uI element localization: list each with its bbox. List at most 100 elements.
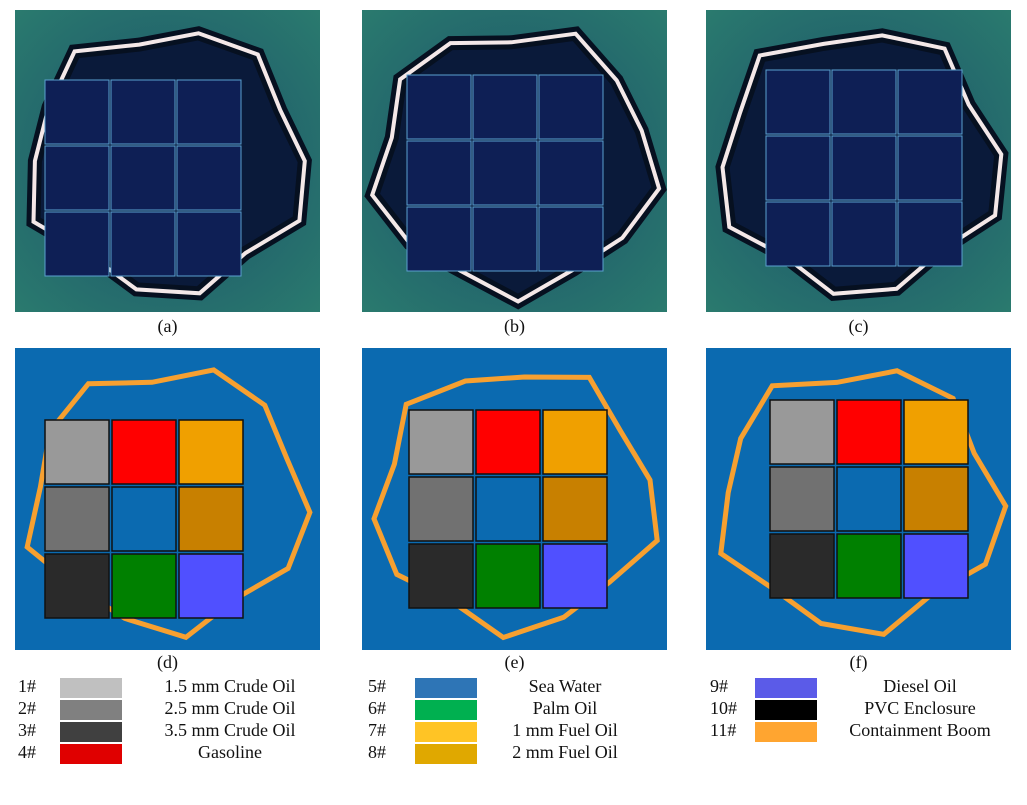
segmentation-panel: (e) [362,348,667,673]
enclosure-cell [45,80,109,144]
oil-cell [45,420,109,484]
caption: (f) [850,652,868,673]
enclosure-cell [473,207,537,271]
legend-entry: 2# 2.5 mm Crude Oil [18,698,296,720]
oil-cell [179,420,243,484]
figure: (a) (d) (b) (e) (c) (f) 1#1.5 mm Crude Oil2# 2.… [0,0,1027,800]
oil-cell [837,534,901,598]
segmentation-panel: (d) [15,348,320,673]
oil-cell [409,544,473,608]
legend-label: PVC Enclosure [864,698,976,718]
oil-cell [543,477,607,541]
legend-swatch [60,678,122,698]
oil-cell [837,467,901,531]
enclosure-cell [539,75,603,139]
oil-cell [904,534,968,598]
legend-number: 4# [18,742,36,762]
legend-swatch [60,744,122,764]
legend-swatch [60,722,122,742]
oil-cell [476,544,540,608]
legend-entry: 11#Containment Boom [710,720,991,742]
oil-cell [837,400,901,464]
enclosure-cell [766,202,830,266]
oil-cell [770,467,834,531]
oil-cell [112,487,176,551]
oil-cell [904,400,968,464]
oil-cell [409,410,473,474]
oil-cell [45,487,109,551]
enclosure-cell [473,141,537,205]
oil-cell [409,477,473,541]
legend-swatch [755,700,817,720]
legend-number: 9# [710,676,728,696]
enclosure-cell [177,146,241,210]
caption: (c) [849,316,869,337]
caption: (d) [157,652,178,673]
enclosure-cell [898,70,962,134]
enclosure-cell [111,146,175,210]
legend-entry: 4# Gasoline [18,742,262,764]
legend-swatch [415,678,477,698]
oil-cell [770,534,834,598]
legend-entry: 5#Sea Water [368,676,601,698]
enclosure-cell [766,70,830,134]
caption: (e) [505,652,525,673]
legend-number: 7# [368,720,386,740]
oil-cell [45,554,109,618]
legend-entry: 7# 1 mm Fuel Oil [368,720,618,742]
oil-cell [543,410,607,474]
caption: (a) [158,316,178,337]
legend-entry: 3# 3.5 mm Crude Oil [18,720,296,742]
legend-swatch [755,722,817,742]
legend-swatch [415,722,477,742]
enclosure-cell [111,80,175,144]
legend-number: 6# [368,698,386,718]
legend-swatch [755,678,817,698]
legend-entry: 9# Diesel Oil [710,676,957,698]
legend-number: 11# [710,720,736,740]
legend-number: 3# [18,720,36,740]
enclosure-cell [45,212,109,276]
oil-cell [543,544,607,608]
legend-label: Palm Oil [533,698,598,718]
enclosure-cell [407,207,471,271]
enclosure-cell [473,75,537,139]
legend-label: 3.5 mm Crude Oil [165,720,296,740]
legend-entry: 10# PVC Enclosure [710,698,976,720]
oil-cell [476,477,540,541]
legend-number: 8# [368,742,386,762]
oil-cell [112,554,176,618]
enclosure-cell [407,75,471,139]
enclosure-cell [111,212,175,276]
oil-cell [904,467,968,531]
oil-cell [112,420,176,484]
legend-number: 2# [18,698,36,718]
photo-panel: (c) [706,10,1011,337]
enclosure-cell [45,146,109,210]
legend-swatch [415,700,477,720]
legend-label: 2.5 mm Crude Oil [165,698,296,718]
legend-swatch [415,744,477,764]
legend-label: Diesel Oil [883,676,957,696]
enclosure-cell [177,212,241,276]
oil-cell [770,400,834,464]
enclosure-cell [177,80,241,144]
oil-cell [476,410,540,474]
legend-label: 2 mm Fuel Oil [512,742,618,762]
legend-label: Gasoline [198,742,262,762]
legend-swatch [60,700,122,720]
legend-number: 10# [710,698,737,718]
oil-cell [179,487,243,551]
legend-entry: 8# 2 mm Fuel Oil [368,742,618,764]
enclosure-cell [832,136,896,200]
caption: (b) [504,316,525,337]
segmentation-panel: (f) [706,348,1011,673]
enclosure-cell [898,202,962,266]
legend-entry: 6# Palm Oil [368,698,597,720]
enclosure-cell [898,136,962,200]
oil-cell [179,554,243,618]
legend-label: 1.5 mm Crude Oil [165,676,296,696]
photo-panel: (b) [362,10,667,337]
legend-entry: 1#1.5 mm Crude Oil [18,676,296,698]
legend-label: 1 mm Fuel Oil [512,720,618,740]
